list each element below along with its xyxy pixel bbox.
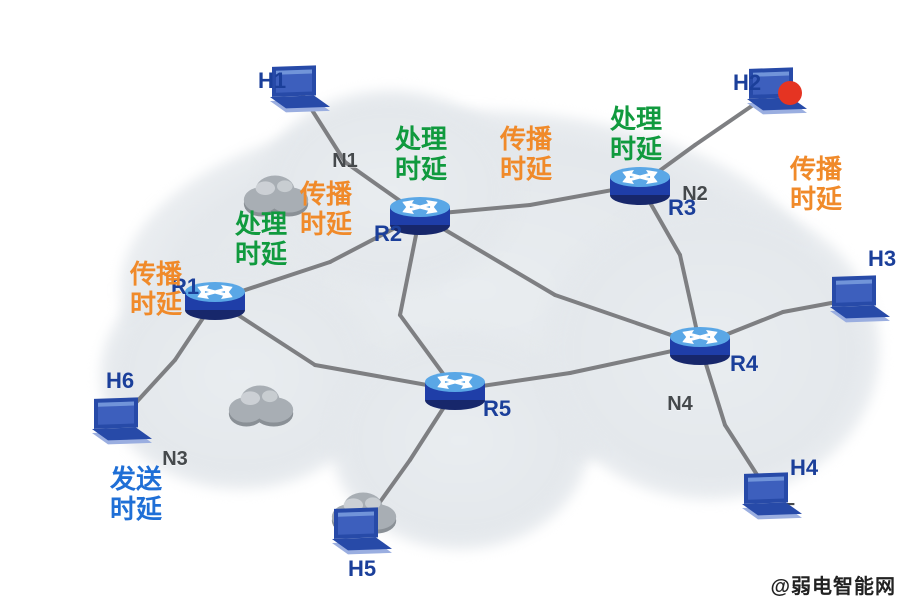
- router-R1: R1: [180, 276, 250, 324]
- annotation-prop_r3: 传播 时延: [790, 155, 842, 215]
- router-label-R2: R2: [374, 221, 402, 247]
- host-H1: H1: [262, 60, 334, 116]
- router-R5: R5: [420, 366, 490, 414]
- annotation-prop_r1: 传播 时延: [300, 180, 352, 240]
- router-label-R4: R4: [730, 351, 758, 377]
- host-H3: H3: [822, 270, 894, 326]
- host-H5: H5: [324, 502, 396, 558]
- router-R3: R3: [605, 161, 675, 209]
- cloud-node-N4: N4: [223, 380, 914, 430]
- host-H4: H4: [734, 467, 806, 523]
- host-label-H1: H1: [258, 68, 286, 94]
- annotation-send: 发送 时延: [110, 465, 162, 525]
- annotation-proc_r3: 处理 时延: [610, 105, 662, 165]
- host-label-H6: H6: [106, 368, 134, 394]
- host-label-H3: H3: [868, 246, 896, 272]
- router-R2: R2: [385, 191, 455, 239]
- host-label-H2: H2: [733, 70, 761, 96]
- annotation-proc_r1: 处理 时延: [235, 210, 287, 270]
- annotation-prop_h6: 传播 时延: [130, 260, 182, 320]
- watermark: @弱电智能网: [770, 570, 896, 599]
- host-H6: H6: [84, 392, 156, 448]
- annotation-prop_r2: 传播 时延: [500, 125, 552, 185]
- cloud-label-N3: N3: [162, 448, 188, 471]
- host-label-H4: H4: [790, 455, 818, 481]
- cloud-node-N5: N5: [326, 487, 914, 537]
- router-label-R5: R5: [483, 396, 511, 422]
- annotation-proc_r2: 处理 时延: [395, 125, 447, 185]
- router-R4: R4: [665, 321, 735, 369]
- router-label-R3: R3: [668, 195, 696, 221]
- packet-dot: [778, 81, 802, 105]
- host-label-H5: H5: [348, 556, 376, 582]
- cloud-label-N4: N4: [667, 393, 693, 416]
